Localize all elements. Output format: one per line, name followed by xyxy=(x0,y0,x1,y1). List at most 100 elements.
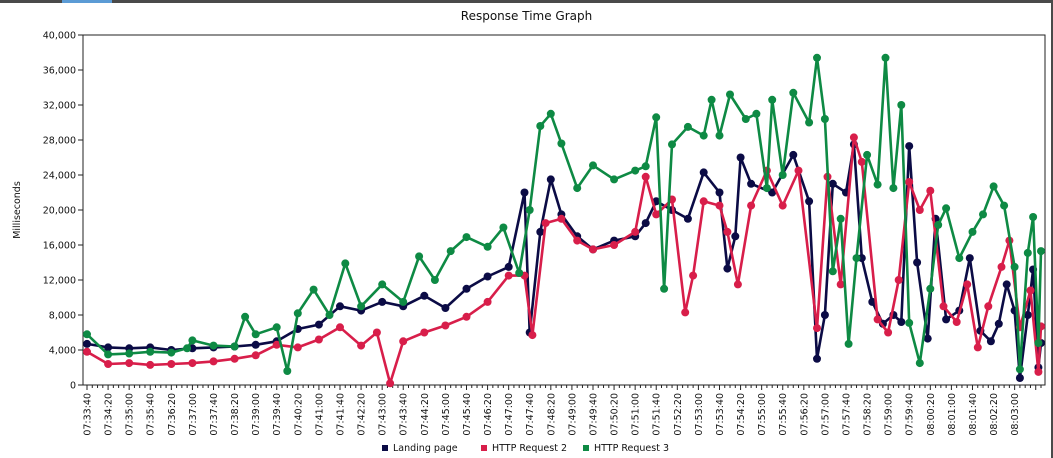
data-point xyxy=(873,315,882,324)
data-point xyxy=(399,337,408,346)
data-point xyxy=(541,219,550,228)
data-point xyxy=(778,171,787,179)
y-tick-label: 0 xyxy=(70,381,76,392)
data-point xyxy=(715,131,724,140)
data-point xyxy=(965,254,974,263)
data-point xyxy=(336,323,344,332)
data-point xyxy=(942,204,951,213)
data-point xyxy=(293,343,302,352)
data-point xyxy=(747,201,756,210)
data-point xyxy=(794,166,803,175)
data-point xyxy=(813,324,821,333)
data-point xyxy=(125,349,134,358)
data-point xyxy=(230,354,239,363)
x-tick-label: 07:45:40 xyxy=(462,393,473,436)
data-point xyxy=(1015,365,1024,374)
data-point xyxy=(504,262,513,271)
y-tick-label: 28,000 xyxy=(43,136,76,147)
data-point xyxy=(778,201,787,210)
data-point xyxy=(125,359,134,368)
data-point xyxy=(483,242,492,251)
data-point xyxy=(852,254,861,263)
x-tick-label: 07:45:00 xyxy=(441,393,452,436)
x-axis-ticks: 07:33:40 07:34:20 07:35:00 07:35:40 07:36:20… xyxy=(83,385,1042,436)
data-point xyxy=(641,219,650,228)
data-point xyxy=(726,90,734,99)
chart-title: Response Time Graph xyxy=(460,9,593,23)
legend-label: HTTP Request 2 xyxy=(492,443,567,454)
y-tick-label: 40,000 xyxy=(43,31,76,42)
data-point xyxy=(441,321,450,330)
data-point xyxy=(897,318,906,326)
x-tick-label: 07:49:00 xyxy=(567,393,578,436)
legend-swatch xyxy=(382,445,388,451)
data-point xyxy=(994,319,1003,328)
x-tick-label: 07:34:20 xyxy=(104,393,115,436)
data-point xyxy=(251,340,260,349)
data-point xyxy=(420,291,429,300)
x-tick-label: 07:56:20 xyxy=(799,393,810,436)
data-point xyxy=(789,88,798,97)
legend: Landing page HTTP Request 2 HTTP Request 3 xyxy=(382,443,669,454)
data-point xyxy=(415,252,424,261)
x-tick-label: 08:02:20 xyxy=(989,393,1000,436)
x-tick-label: 07:53:00 xyxy=(694,393,705,436)
x-tick-label: 07:55:40 xyxy=(778,393,789,436)
y-tick-label: 20,000 xyxy=(43,206,76,217)
data-point xyxy=(1002,280,1011,289)
data-point xyxy=(1026,286,1035,295)
x-tick-label: 07:37:40 xyxy=(209,393,220,436)
data-point xyxy=(546,109,555,118)
data-point xyxy=(283,367,292,375)
data-point xyxy=(378,297,387,306)
series-line xyxy=(86,56,1043,373)
data-point xyxy=(83,339,91,348)
data-point xyxy=(573,184,582,193)
data-point xyxy=(1034,367,1043,376)
data-point xyxy=(167,348,176,357)
x-tick-label: 07:52:20 xyxy=(673,393,684,436)
data-point xyxy=(699,197,708,206)
data-point xyxy=(668,140,676,149)
data-point xyxy=(828,179,837,188)
data-point xyxy=(952,318,961,326)
data-point xyxy=(715,201,724,210)
series-3 xyxy=(83,53,1045,375)
data-point xyxy=(188,336,197,345)
data-point xyxy=(83,347,91,356)
data-point xyxy=(789,150,798,159)
data-point xyxy=(146,347,155,356)
x-tick-label: 07:59:00 xyxy=(884,393,895,436)
data-point xyxy=(167,360,176,368)
data-point xyxy=(881,53,890,62)
data-point xyxy=(557,139,566,148)
data-point xyxy=(689,271,698,280)
data-point xyxy=(104,350,113,359)
x-tick-label: 07:38:20 xyxy=(230,393,241,436)
x-tick-label: 07:57:40 xyxy=(841,393,852,436)
data-point xyxy=(372,328,381,337)
data-point xyxy=(873,180,882,189)
data-point xyxy=(984,302,993,311)
data-point xyxy=(736,153,745,162)
data-point xyxy=(836,214,845,223)
x-tick-label: 07:53:40 xyxy=(715,393,726,436)
data-point xyxy=(309,285,318,294)
data-point xyxy=(973,343,982,352)
data-point xyxy=(863,150,872,159)
data-point xyxy=(699,168,708,177)
data-point xyxy=(146,360,155,369)
y-axis-label: Milliseconds xyxy=(12,181,23,239)
data-point xyxy=(357,341,366,350)
y-tick-label: 16,000 xyxy=(43,241,76,252)
data-point xyxy=(378,280,387,289)
data-point xyxy=(314,335,323,344)
data-point xyxy=(631,227,640,236)
x-tick-label: 07:33:40 xyxy=(83,393,94,436)
data-point xyxy=(499,223,508,232)
data-point xyxy=(183,344,192,353)
x-tick-label: 08:00:20 xyxy=(926,393,937,436)
data-point xyxy=(528,331,537,340)
x-tick-label: 07:40:20 xyxy=(293,393,304,436)
data-point xyxy=(446,247,455,256)
